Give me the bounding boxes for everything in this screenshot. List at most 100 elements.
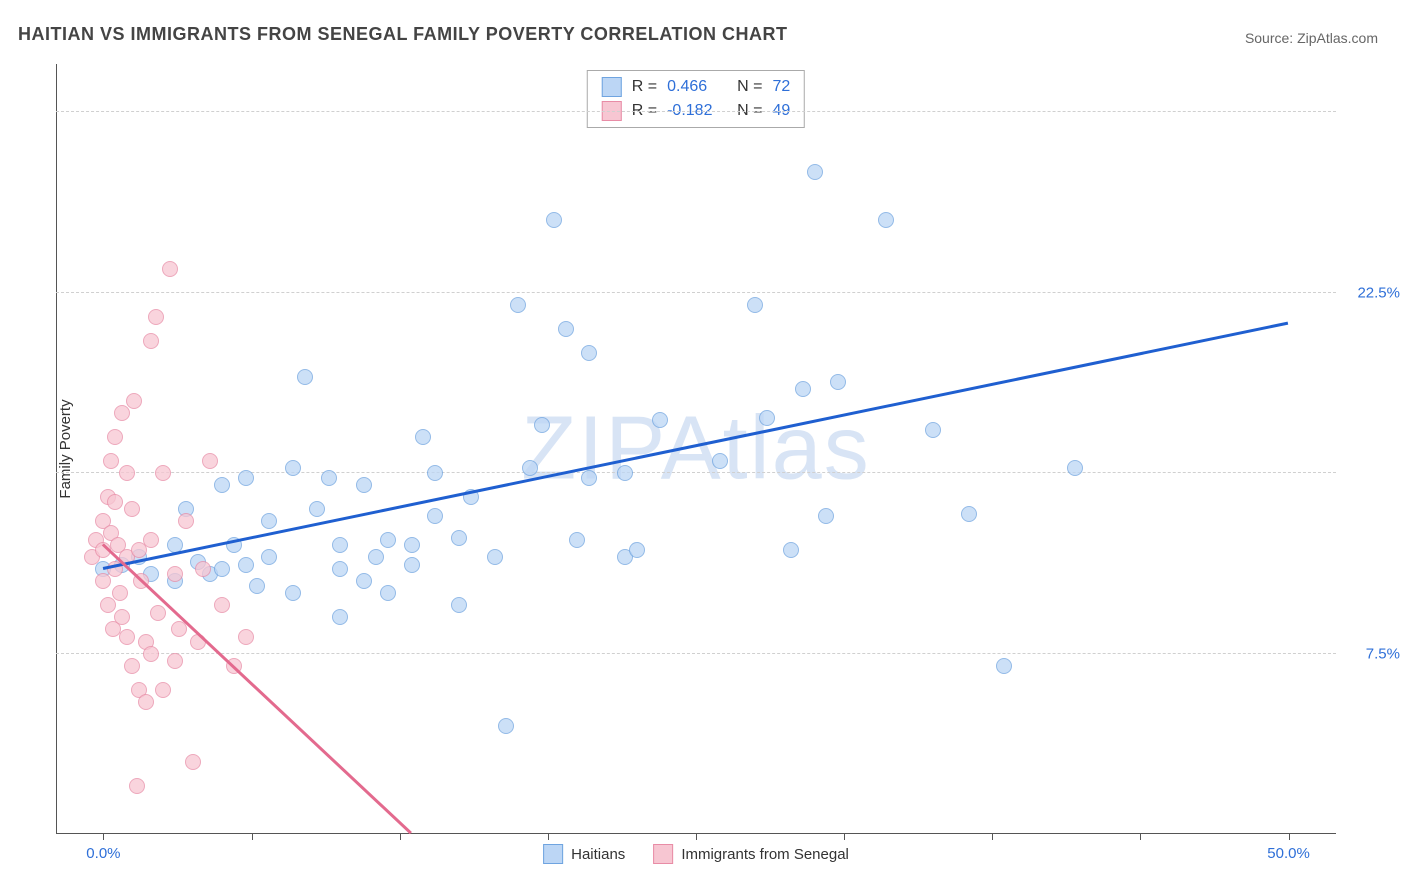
point-senegal	[143, 646, 159, 662]
point-haitians	[558, 321, 574, 337]
point-haitians	[546, 212, 562, 228]
point-senegal	[162, 261, 178, 277]
point-senegal	[214, 597, 230, 613]
point-senegal	[150, 605, 166, 621]
point-senegal	[138, 694, 154, 710]
x-tick	[1140, 834, 1141, 840]
point-haitians	[356, 573, 372, 589]
point-haitians	[321, 470, 337, 486]
point-haitians	[712, 453, 728, 469]
x-tick	[992, 834, 993, 840]
gridline	[56, 653, 1336, 654]
y-axis-label: Family Poverty	[57, 399, 74, 498]
point-haitians	[261, 513, 277, 529]
point-haitians	[795, 381, 811, 397]
x-tick	[400, 834, 401, 840]
point-haitians	[510, 297, 526, 313]
legend-label: Haitians	[571, 846, 625, 863]
point-haitians	[214, 561, 230, 577]
point-haitians	[451, 530, 467, 546]
point-haitians	[261, 549, 277, 565]
stats-row: R = 0.466 N = 72	[598, 75, 794, 99]
point-haitians	[487, 549, 503, 565]
x-tick	[696, 834, 697, 840]
stats-n-value: 72	[772, 78, 790, 96]
point-haitians	[415, 429, 431, 445]
point-haitians	[380, 585, 396, 601]
x-tick	[103, 834, 104, 840]
point-senegal	[167, 566, 183, 582]
x-tick	[252, 834, 253, 840]
point-haitians	[404, 557, 420, 573]
point-haitians	[309, 501, 325, 517]
x-tick	[844, 834, 845, 840]
point-haitians	[214, 477, 230, 493]
point-haitians	[427, 508, 443, 524]
point-haitians	[332, 561, 348, 577]
point-haitians	[569, 532, 585, 548]
point-haitians	[581, 345, 597, 361]
point-haitians	[285, 460, 301, 476]
correlation-stats-box: R =0.466N =72R =-0.182N =49	[587, 70, 805, 128]
point-senegal	[119, 629, 135, 645]
point-haitians	[368, 549, 384, 565]
source-label: Source: ZipAtlas.com	[1245, 30, 1378, 46]
point-senegal	[129, 778, 145, 794]
point-haitians	[285, 585, 301, 601]
stats-r-label: R =	[632, 78, 657, 96]
x-tick-label: 0.0%	[86, 845, 120, 862]
point-senegal	[238, 629, 254, 645]
point-haitians	[830, 374, 846, 390]
x-tick	[1289, 834, 1290, 840]
point-haitians	[522, 460, 538, 476]
point-senegal	[178, 513, 194, 529]
point-haitians	[427, 465, 443, 481]
point-senegal	[103, 453, 119, 469]
point-haitians	[783, 542, 799, 558]
point-senegal	[126, 393, 142, 409]
point-senegal	[119, 465, 135, 481]
point-senegal	[143, 333, 159, 349]
point-haitians	[238, 470, 254, 486]
point-senegal	[100, 597, 116, 613]
legend: Haitians Immigrants from Senegal	[543, 844, 849, 864]
x-tick-label: 50.0%	[1267, 845, 1310, 862]
point-haitians	[617, 465, 633, 481]
gridline	[56, 111, 1336, 112]
gridline	[56, 292, 1336, 293]
point-senegal	[155, 682, 171, 698]
y-tick-label: 22.5%	[1357, 284, 1400, 301]
legend-label: Immigrants from Senegal	[681, 846, 849, 863]
point-senegal	[124, 658, 140, 674]
point-senegal	[148, 309, 164, 325]
point-senegal	[124, 501, 140, 517]
x-tick	[548, 834, 549, 840]
point-haitians	[925, 422, 941, 438]
legend-swatch	[602, 77, 622, 97]
point-senegal	[95, 573, 111, 589]
point-haitians	[356, 477, 372, 493]
point-senegal	[195, 561, 211, 577]
point-senegal	[114, 405, 130, 421]
point-senegal	[167, 653, 183, 669]
point-haitians	[878, 212, 894, 228]
scatter-plot: Family Poverty ZIPAtlas R =0.466N =72R =…	[56, 64, 1336, 834]
point-haitians	[818, 508, 834, 524]
point-haitians	[332, 609, 348, 625]
plot-border	[56, 64, 1336, 834]
stats-n-label: N =	[737, 78, 762, 96]
point-haitians	[807, 164, 823, 180]
point-haitians	[238, 557, 254, 573]
legend-item: Haitians	[543, 844, 625, 864]
point-haitians	[996, 658, 1012, 674]
point-haitians	[404, 537, 420, 553]
point-haitians	[297, 369, 313, 385]
stats-r-value: 0.466	[667, 78, 727, 96]
legend-item: Immigrants from Senegal	[653, 844, 849, 864]
legend-swatch	[653, 844, 673, 864]
point-haitians	[249, 578, 265, 594]
point-haitians	[759, 410, 775, 426]
point-haitians	[451, 597, 467, 613]
point-senegal	[114, 609, 130, 625]
point-haitians	[332, 537, 348, 553]
